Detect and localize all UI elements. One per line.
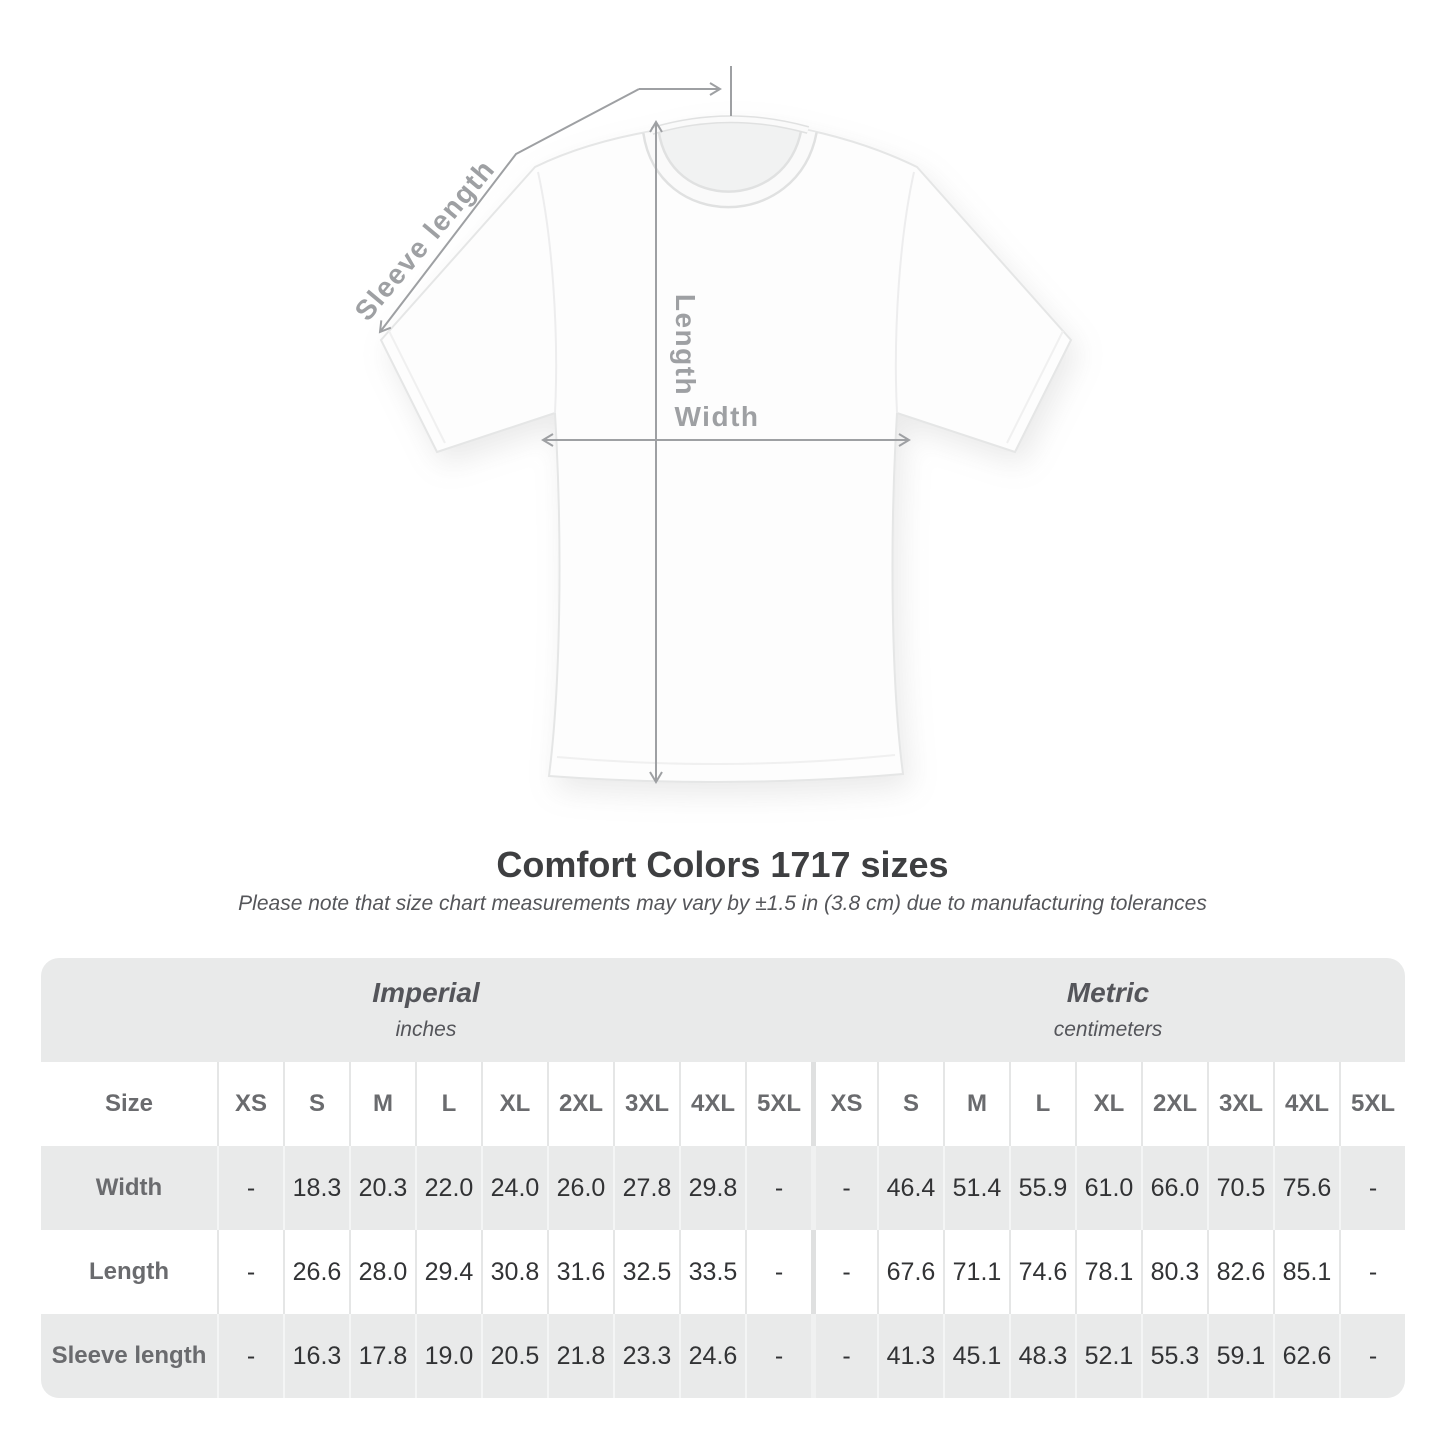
row-label: Width (41, 1146, 217, 1230)
value-cell: 74.6 (1009, 1230, 1075, 1314)
value-cell: - (1339, 1230, 1405, 1314)
value-cell: 23.3 (613, 1314, 679, 1398)
value-cell: - (217, 1146, 283, 1230)
size-header-cell: XL (481, 1062, 547, 1146)
size-header-cell: 5XL (745, 1062, 811, 1146)
value-cell: 82.6 (1207, 1230, 1273, 1314)
value-cell: - (217, 1230, 283, 1314)
value-cell: 27.8 (613, 1146, 679, 1230)
value-cell: 61.0 (1075, 1146, 1141, 1230)
size-header-cell: XS (217, 1062, 283, 1146)
value-cell: 22.0 (415, 1146, 481, 1230)
value-cell: 75.6 (1273, 1146, 1339, 1230)
value-cell: 41.3 (877, 1314, 943, 1398)
value-cell: 78.1 (1075, 1230, 1141, 1314)
value-cell: 26.0 (547, 1146, 613, 1230)
size-header-cell: 2XL (547, 1062, 613, 1146)
metric-sublabel: centimeters (1053, 1017, 1163, 1041)
value-cell: 70.5 (1207, 1146, 1273, 1230)
size-header-cell: XL (1075, 1062, 1141, 1146)
value-cell: 33.5 (679, 1230, 745, 1314)
size-header-cell: M (943, 1062, 1009, 1146)
value-cell: 29.4 (415, 1230, 481, 1314)
value-cell: 28.0 (349, 1230, 415, 1314)
value-cell: 19.0 (415, 1314, 481, 1398)
value-cell: 29.8 (679, 1146, 745, 1230)
back-collar (651, 116, 809, 134)
value-cell: - (811, 1230, 877, 1314)
value-cell: 52.1 (1075, 1314, 1141, 1398)
size-header-cell: M (349, 1062, 415, 1146)
tshirt-measurement-diagram: Sleeve length Length Width (349, 66, 1073, 784)
value-cell: 20.3 (349, 1146, 415, 1230)
value-cell: 62.6 (1273, 1314, 1339, 1398)
value-cell: 67.6 (877, 1230, 943, 1314)
value-cell: 55.9 (1009, 1146, 1075, 1230)
size-header-cell: S (877, 1062, 943, 1146)
value-cell: - (811, 1146, 877, 1230)
value-cell: 66.0 (1141, 1146, 1207, 1230)
size-header-cell: S (283, 1062, 349, 1146)
imperial-sublabel: inches (395, 1017, 457, 1041)
sleeve-length-arrow-diagonal (378, 88, 640, 334)
value-cell: 46.4 (877, 1146, 943, 1230)
value-cell: 18.3 (283, 1146, 349, 1230)
value-cell: - (745, 1230, 811, 1314)
value-cell: 85.1 (1273, 1230, 1339, 1314)
value-cell: - (745, 1146, 811, 1230)
value-cell: - (745, 1314, 811, 1398)
page-title: Comfort Colors 1717 sizes (496, 844, 949, 885)
right-sleeve-seam (894, 171, 915, 414)
value-cell: 55.3 (1141, 1314, 1207, 1398)
value-cell: 16.3 (283, 1314, 349, 1398)
row-label: Length (41, 1230, 217, 1314)
right-cuff-stitch (1006, 330, 1064, 444)
value-cell: - (1339, 1314, 1405, 1398)
value-cell: 26.6 (283, 1230, 349, 1314)
size-header-cell: L (415, 1062, 481, 1146)
size-header-cell: L (1009, 1062, 1075, 1146)
tolerance-note: Please note that size chart measurements… (238, 892, 1207, 915)
size-col-header: Size (41, 1062, 217, 1146)
value-cell: - (811, 1314, 877, 1398)
hem-stitch (556, 754, 896, 766)
size-header-cell: 3XL (1207, 1062, 1273, 1146)
value-cell: 80.3 (1141, 1230, 1207, 1314)
size-header-cell: 4XL (1273, 1062, 1339, 1146)
value-cell: 45.1 (943, 1314, 1009, 1398)
value-cell: 21.8 (547, 1314, 613, 1398)
size-header-cell: 2XL (1141, 1062, 1207, 1146)
length-label: Length (670, 294, 701, 396)
value-cell: 24.0 (481, 1146, 547, 1230)
width-label: Width (675, 401, 760, 432)
value-cell: 30.8 (481, 1230, 547, 1314)
value-cell: 32.5 (613, 1230, 679, 1314)
value-cell: - (1339, 1146, 1405, 1230)
size-header-cell: XS (811, 1062, 877, 1146)
value-cell: 71.1 (943, 1230, 1009, 1314)
tshirt-image (379, 115, 1073, 784)
imperial-label: Imperial (372, 976, 480, 1008)
size-header-cell: 5XL (1339, 1062, 1405, 1146)
size-table: Imperial inches Metric centimeters Size … (41, 958, 1405, 1398)
left-sleeve-seam (537, 171, 558, 414)
value-cell: 20.5 (481, 1314, 547, 1398)
unit-group-metric: Metric centimeters (811, 958, 1405, 1062)
value-cell: 31.6 (547, 1230, 613, 1314)
value-cell: 48.3 (1009, 1314, 1075, 1398)
tshirt-silhouette (379, 117, 1073, 784)
value-cell: 59.1 (1207, 1314, 1273, 1398)
value-cell: 17.8 (349, 1314, 415, 1398)
left-cuff-stitch (388, 330, 446, 444)
row-label: Sleeve length (41, 1314, 217, 1398)
value-cell: - (217, 1314, 283, 1398)
size-header-cell: 4XL (679, 1062, 745, 1146)
value-cell: 24.6 (679, 1314, 745, 1398)
size-header-cell: 3XL (613, 1062, 679, 1146)
unit-group-imperial: Imperial inches (41, 958, 811, 1062)
value-cell: 51.4 (943, 1146, 1009, 1230)
metric-label: Metric (1066, 976, 1150, 1008)
